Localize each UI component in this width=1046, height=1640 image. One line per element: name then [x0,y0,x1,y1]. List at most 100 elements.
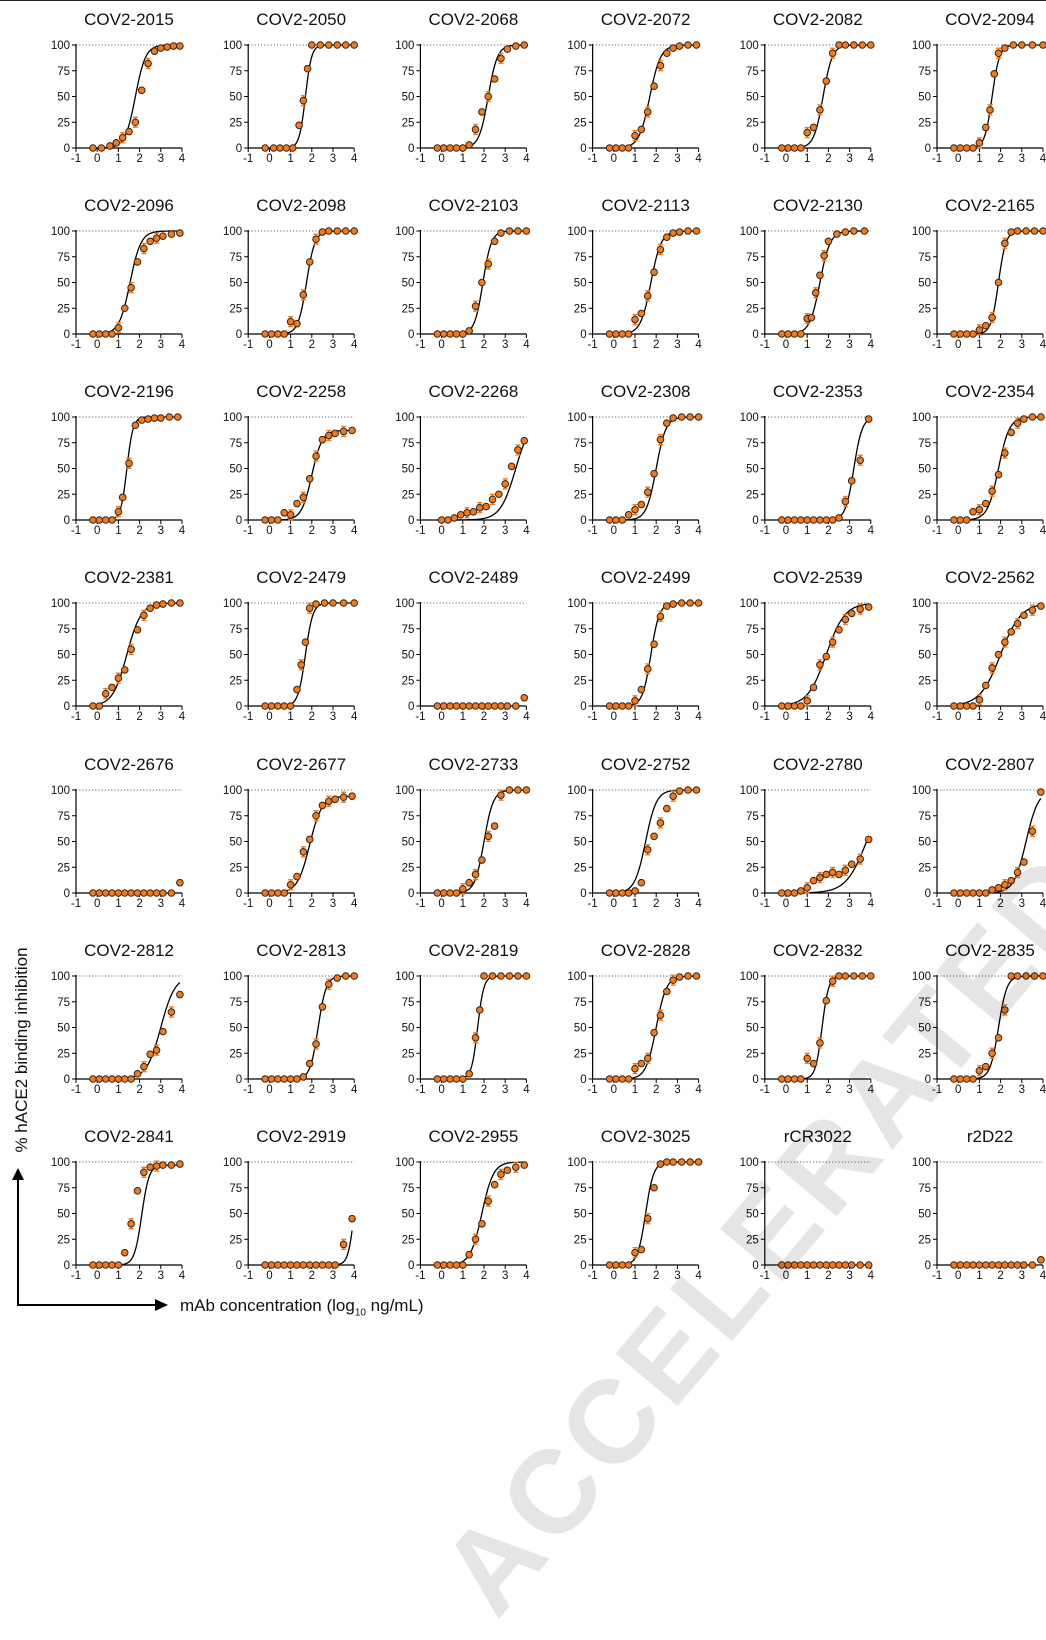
data-point [288,144,297,152]
data-point [333,974,342,982]
y-tick-label: 75 [57,624,70,636]
data-point [350,41,359,49]
data-point [841,41,850,49]
data-point [514,786,522,794]
data-point [286,511,295,519]
x-tick-label: 2 [825,1270,831,1282]
data-point [624,330,633,338]
data-point [828,638,837,646]
data-point [339,1240,348,1249]
y-tick-label: 0 [64,143,70,155]
data-point [956,702,965,710]
x-tick-label: 1 [804,1270,810,1282]
y-tick-label: 0 [580,329,586,341]
data-point [114,324,123,332]
data-point [465,878,473,887]
x-tick-label: -1 [760,711,770,723]
y-tick-label: 25 [574,489,587,501]
data-point [631,1248,639,1257]
x-tick-label: 1 [976,711,982,723]
y-tick-label: 25 [918,117,931,129]
data-point [803,697,812,705]
data-point [835,625,843,634]
x-tick-label: 3 [158,711,164,723]
x-tick-label: 3 [330,153,336,165]
y-tick-label: 25 [402,1048,415,1060]
x-tick-label: 3 [1019,898,1025,910]
y-tick-label: 75 [402,811,415,823]
y-tick-label: 0 [925,515,931,527]
panel-title: COV2-2353 [773,382,863,401]
data-point [165,413,174,421]
data-point [1013,419,1022,427]
data-point [656,1011,665,1019]
data-point [694,413,703,421]
data-point [167,1161,176,1169]
x-tick-label: 2 [653,1270,659,1282]
y-tick-label: 100 [223,1157,242,1169]
data-point [274,516,282,524]
data-point [295,121,303,130]
data-point [797,330,805,338]
data-point [677,1158,686,1166]
y-tick-label: 50 [746,1023,759,1035]
data-point [114,1261,123,1269]
x-tick-label: 0 [955,339,961,351]
data-point [125,459,133,468]
data-point [1022,227,1030,235]
y-tick-label: 75 [918,1183,931,1195]
x-tick-label: 2 [136,525,142,537]
fit-curve [952,44,1043,149]
x-tick-label: 4 [695,339,702,351]
x-tick-label: 2 [481,1084,487,1096]
data-point [267,1075,276,1083]
panel-title: COV2-2819 [429,941,519,960]
data-point [950,330,958,338]
data-point [669,792,677,800]
data-point [1001,638,1009,646]
panel-title: COV2-2258 [256,382,346,401]
data-point [463,508,471,517]
data-point [456,511,465,519]
x-tick-label: -1 [71,898,81,910]
data-point [176,990,184,999]
panel-title: COV2-2813 [256,941,346,960]
data-point [833,230,841,238]
x-tick-label: 0 [438,1270,444,1282]
panel-title: COV2-2196 [84,382,174,401]
y-tick-label: 25 [57,862,70,874]
data-point [656,819,665,827]
data-point [324,980,333,989]
y-tick-label: 25 [574,117,587,129]
x-tick-label: 4 [695,1270,702,1282]
y-tick-label: 75 [229,66,242,78]
data-point [867,972,875,980]
y-tick-label: 50 [229,92,242,104]
data-point [471,302,480,310]
data-point [675,787,684,795]
data-point [299,493,308,502]
fit-curve [952,416,1041,521]
y-tick-label: 0 [64,1074,70,1086]
data-point [981,499,990,508]
data-point [446,330,454,338]
x-tick-label: 2 [309,153,315,165]
panel-title: COV2-2268 [429,382,519,401]
y-tick-label: 25 [229,117,242,129]
data-point [784,1075,792,1083]
data-point [106,142,114,150]
y-tick-label: 100 [51,412,70,424]
x-tick-label: 4 [1040,898,1046,910]
data-point [631,887,639,895]
data-point [280,702,289,710]
y-tick-label: 75 [574,811,587,823]
data-point [631,131,639,140]
panel-title: COV2-2113 [601,196,690,215]
y-tick-label: 75 [57,252,70,264]
data-point [692,227,701,235]
x-tick-label: 3 [1019,1084,1025,1096]
y-tick-label: 25 [746,1234,759,1246]
data-point [305,1059,314,1068]
